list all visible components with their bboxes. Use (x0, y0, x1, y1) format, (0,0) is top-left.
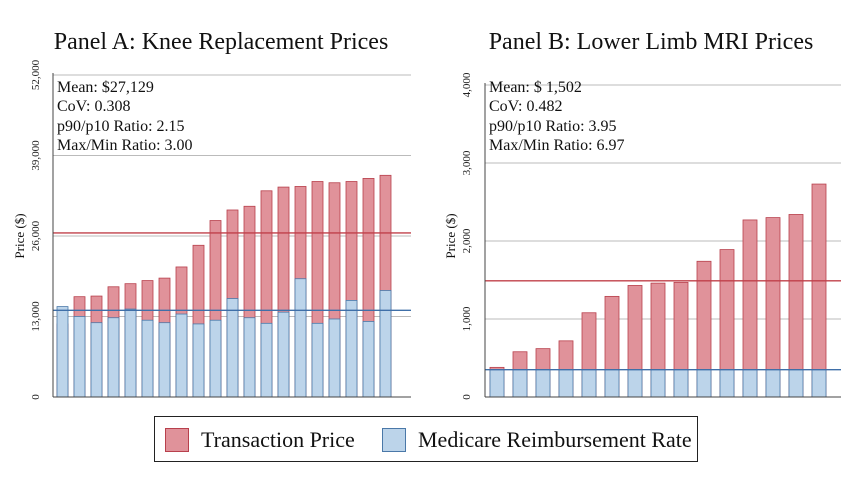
panel-a-bar-medicare (379, 290, 392, 398)
legend: Transaction Price Medicare Reimbursement… (154, 416, 698, 462)
panel-b-bar-medicare (512, 369, 528, 398)
panel-b-bars (489, 183, 827, 398)
panel-a-ytick-label: 52,000 (30, 59, 42, 90)
panel-b-bar-medicare (489, 369, 505, 398)
panel-b-stat-p90p10: p90/p10 Ratio: 3.95 (489, 118, 617, 135)
panel-b-bar-medicare (742, 369, 758, 398)
panel-a-bar-medicare (73, 316, 86, 398)
panel-b-stat-maxmin: Max/Min Ratio: 6.97 (489, 137, 625, 154)
panel-b-bar-medicare (788, 369, 804, 398)
panel-b-ytick-label: 3,000 (461, 150, 473, 175)
panel-b-bar-medicare (581, 369, 597, 398)
panel-a-bar-medicare (260, 322, 273, 398)
panel-a-stat-maxmin: Max/Min Ratio: 3.00 (57, 137, 193, 154)
panel-a-ytick-label: 13,000 (30, 301, 42, 332)
panel-a-bar-medicare (362, 321, 375, 398)
panel-a-bar-medicare (328, 318, 341, 398)
panel-a-bar-medicare (345, 299, 358, 398)
panel-b-title: Panel B: Lower Limb MRI Prices (489, 29, 814, 55)
panel-b-bar-medicare (627, 369, 643, 398)
panel-a-bar-medicare (294, 278, 307, 398)
panel-a-bar-medicare (107, 317, 120, 398)
panel-a-stat-cov: CoV: 0.308 (57, 98, 130, 115)
panel-a-title: Panel A: Knee Replacement Prices (54, 29, 389, 55)
panel-b-bar-medicare (604, 369, 620, 398)
panel-b-bar-transaction (811, 183, 827, 398)
panel-a-bar-medicare (158, 322, 171, 398)
panel-a-ytick-label: 26,000 (30, 220, 42, 251)
panel-a-stat-mean: Mean: $27,129 (57, 79, 154, 96)
panel-a-bar-medicare (192, 323, 205, 398)
legend-swatch-transaction (165, 428, 189, 452)
panel-a-bar-medicare (209, 319, 222, 398)
legend-label-medicare: Medicare Reimbursement Rate (418, 427, 692, 452)
panel-a-ytick-label: 0 (30, 394, 42, 400)
panel-b-bar-medicare (719, 369, 735, 398)
panel-a-bar-medicare (124, 308, 137, 398)
panel-a-bar-medicare (90, 322, 103, 398)
panel-b-ylabel: Price ($) (443, 213, 458, 258)
panel-a-bars (56, 174, 392, 398)
panel-b-axis: 0 1,000 2,000 3,000 4,000 (461, 72, 841, 400)
panel-b-stat-mean: Mean: $ 1,502 (489, 79, 582, 96)
panel-a-ytick-label: 39,000 (30, 140, 42, 171)
panel-b-bar-medicare (765, 369, 781, 398)
panel-a-reference-lines (53, 232, 411, 312)
panel-a-stat-p90p10: p90/p10 Ratio: 2.15 (57, 118, 185, 135)
legend-item-medicare: Medicare Reimbursement Rate (382, 427, 692, 453)
panel-a-stats: Mean: $27,129 CoV: 0.308 p90/p10 Ratio: … (57, 79, 193, 154)
panel-b-bar-medicare (558, 369, 574, 398)
panel-b-grid (485, 84, 841, 320)
panel-a-ylabel: Price ($) (12, 213, 27, 258)
chart-canvas: Panel A: Knee Replacement Prices Price (… (12, 29, 841, 400)
panel-a: Panel A: Knee Replacement Prices Price (… (12, 29, 411, 400)
panel-b-stat-cov: CoV: 0.482 (489, 98, 562, 115)
panel-b-ytick-label: 2,000 (461, 228, 473, 253)
legend-label-transaction: Transaction Price (201, 427, 355, 452)
panel-b-reference-lines (485, 280, 841, 371)
panel-a-bar-medicare (175, 313, 188, 398)
panel-a-bar-medicare (311, 322, 324, 398)
panel-b-stats: Mean: $ 1,502 CoV: 0.482 p90/p10 Ratio: … (489, 79, 625, 154)
panel-a-bar-medicare (56, 306, 69, 398)
panel-a-bar-medicare (277, 311, 290, 398)
panel-b: Panel B: Lower Limb MRI Prices Price ($)… (443, 29, 841, 400)
panel-b-bar-medicare (650, 369, 666, 398)
panel-b-bar-medicare (535, 369, 551, 398)
panel-b-ytick-label: 0 (461, 394, 473, 400)
panel-a-bar-medicare (243, 317, 256, 398)
panel-b-bar-medicare (673, 369, 689, 398)
panel-b-ytick-label: 4,000 (461, 72, 473, 97)
panel-a-axis: 0 13,000 26,000 39,000 52,000 (30, 59, 411, 400)
panel-b-bar-medicare (696, 369, 712, 398)
panel-b-ytick-label: 1,000 (461, 306, 473, 331)
panel-a-bar-medicare (226, 298, 239, 398)
legend-swatch-medicare (382, 428, 406, 452)
panel-b-bar-medicare (811, 369, 827, 398)
legend-item-transaction: Transaction Price (165, 427, 355, 453)
panel-a-bar-medicare (141, 319, 154, 398)
